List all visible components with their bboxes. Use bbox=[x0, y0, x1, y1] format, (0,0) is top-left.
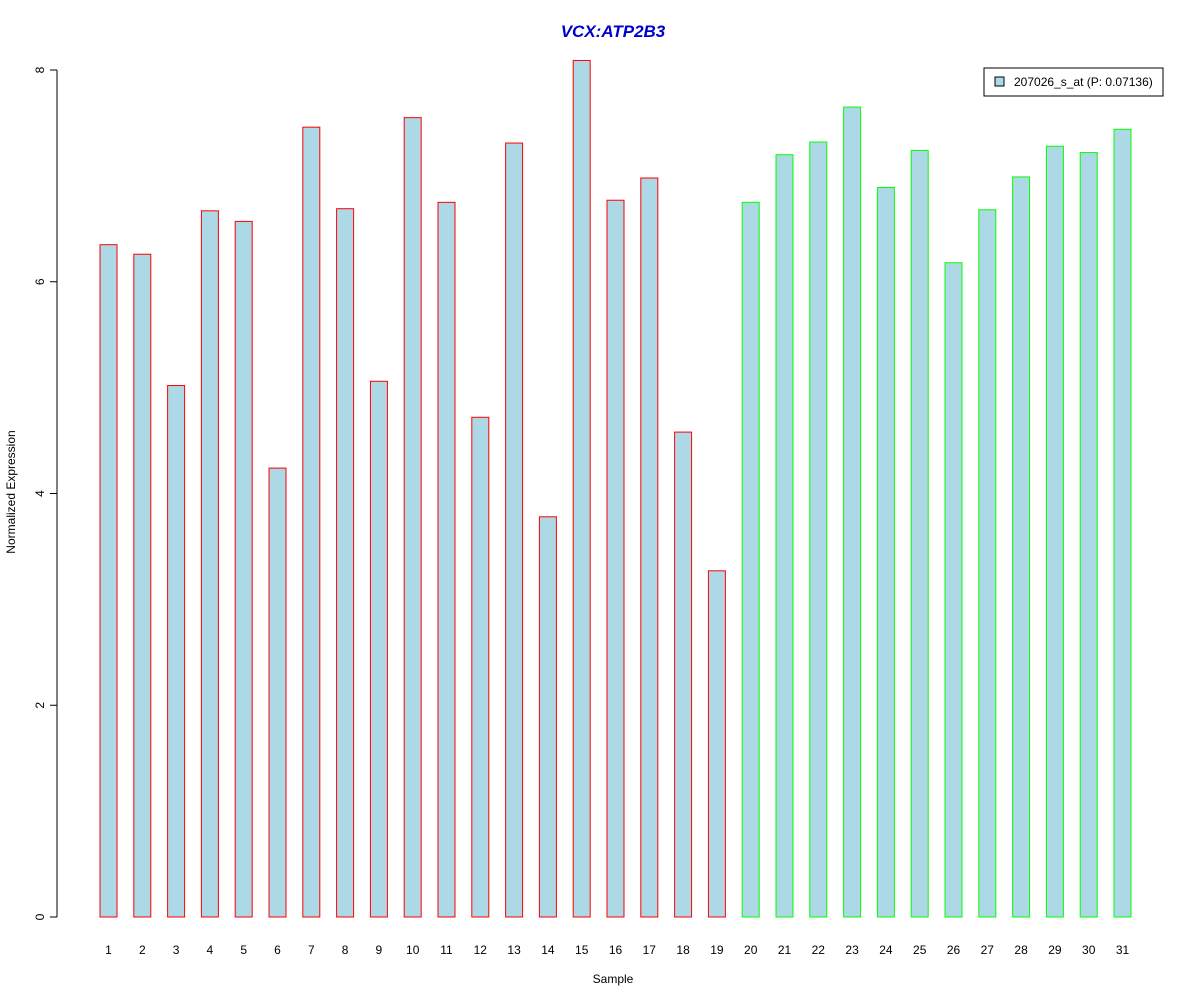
bar-sample-13 bbox=[505, 142, 524, 918]
x-tick-label: 26 bbox=[947, 943, 961, 957]
x-tick-label: 28 bbox=[1014, 943, 1028, 957]
bar-sample-4 bbox=[200, 210, 219, 918]
x-tick-label: 10 bbox=[406, 943, 420, 957]
bar-sample-17 bbox=[640, 177, 659, 918]
x-tick-label: 14 bbox=[541, 943, 555, 957]
x-tick-label: 31 bbox=[1116, 943, 1130, 957]
bar-sample-10 bbox=[403, 117, 422, 918]
chart-title: VCX:ATP2B3 bbox=[561, 22, 666, 41]
y-tick-label: 8 bbox=[33, 66, 47, 73]
x-tick-label: 19 bbox=[710, 943, 724, 957]
legend: 207026_s_at (P: 0.07136) bbox=[983, 67, 1164, 97]
bar-sample-11 bbox=[437, 201, 456, 918]
bar-sample-14 bbox=[538, 516, 557, 918]
x-tick-label: 21 bbox=[778, 943, 792, 957]
x-tick-label: 20 bbox=[744, 943, 758, 957]
x-tick-label: 27 bbox=[981, 943, 995, 957]
x-tick-label: 30 bbox=[1082, 943, 1096, 957]
bar-sample-19 bbox=[707, 570, 726, 918]
x-axis-title: Sample bbox=[593, 972, 634, 986]
bar-sample-30 bbox=[1079, 152, 1098, 918]
x-tick-label: 8 bbox=[342, 943, 349, 957]
y-axis: 0 2 4 6 8 bbox=[33, 66, 58, 920]
x-tick-label: 9 bbox=[376, 943, 383, 957]
x-tick-label: 17 bbox=[643, 943, 657, 957]
x-tick-label: 3 bbox=[173, 943, 180, 957]
bar-sample-24 bbox=[876, 187, 895, 918]
y-tick-label: 2 bbox=[33, 702, 47, 709]
bar-sample-20 bbox=[741, 201, 760, 918]
x-tick-label: 23 bbox=[845, 943, 859, 957]
x-tick-label: 18 bbox=[676, 943, 690, 957]
x-tick-label: 13 bbox=[507, 943, 521, 957]
y-tick-label: 0 bbox=[33, 913, 47, 920]
bar-sample-23 bbox=[843, 106, 862, 918]
x-tick-label: 2 bbox=[139, 943, 146, 957]
x-tick-label: 15 bbox=[575, 943, 589, 957]
x-tick-label: 4 bbox=[207, 943, 214, 957]
x-tick-label: 7 bbox=[308, 943, 315, 957]
bar-sample-27 bbox=[978, 209, 997, 918]
x-tick-label: 24 bbox=[879, 943, 893, 957]
bar-sample-6 bbox=[268, 467, 287, 918]
y-tick-label: 6 bbox=[33, 278, 47, 285]
bar-sample-2 bbox=[133, 253, 152, 918]
bar-sample-12 bbox=[471, 416, 490, 918]
x-tick-labels: 1 2 3 4 5 6 7 8 9 10 11 12 13 14 15 16 17 18 19 20 21 22 23 24 2… bbox=[105, 943, 1129, 957]
bar-sample-22 bbox=[809, 141, 828, 918]
bar-sample-1 bbox=[99, 244, 118, 918]
bar-sample-16 bbox=[606, 199, 625, 918]
bar-sample-15 bbox=[572, 59, 591, 918]
y-axis-title: Normalized Expression bbox=[4, 430, 18, 553]
x-tick-label: 25 bbox=[913, 943, 927, 957]
bar-sample-7 bbox=[302, 126, 321, 918]
x-tick-label: 11 bbox=[440, 943, 453, 957]
bar-sample-21 bbox=[775, 154, 794, 918]
x-tick-label: 22 bbox=[812, 943, 826, 957]
bar-sample-9 bbox=[369, 380, 388, 918]
bar-sample-29 bbox=[1045, 145, 1064, 918]
y-tick-label: 4 bbox=[33, 490, 47, 497]
x-tick-label: 5 bbox=[240, 943, 247, 957]
x-tick-label: 29 bbox=[1048, 943, 1062, 957]
bar-sample-3 bbox=[167, 385, 186, 918]
bar-sample-26 bbox=[944, 262, 963, 918]
bar-sample-18 bbox=[674, 431, 693, 918]
x-tick-label: 12 bbox=[474, 943, 488, 957]
x-tick-label: 6 bbox=[274, 943, 281, 957]
bar-sample-25 bbox=[910, 149, 929, 918]
legend-box bbox=[983, 67, 1164, 97]
legend-label: 207026_s_at (P: 0.07136) bbox=[1014, 75, 1153, 89]
bars-group bbox=[99, 59, 1132, 918]
bar-sample-8 bbox=[336, 208, 355, 918]
legend-swatch bbox=[994, 76, 1005, 87]
bar-sample-31 bbox=[1113, 128, 1132, 918]
x-tick-label: 16 bbox=[609, 943, 623, 957]
x-tick-label: 1 bbox=[105, 943, 112, 957]
bar-sample-5 bbox=[234, 220, 253, 918]
bar-sample-28 bbox=[1012, 176, 1031, 918]
